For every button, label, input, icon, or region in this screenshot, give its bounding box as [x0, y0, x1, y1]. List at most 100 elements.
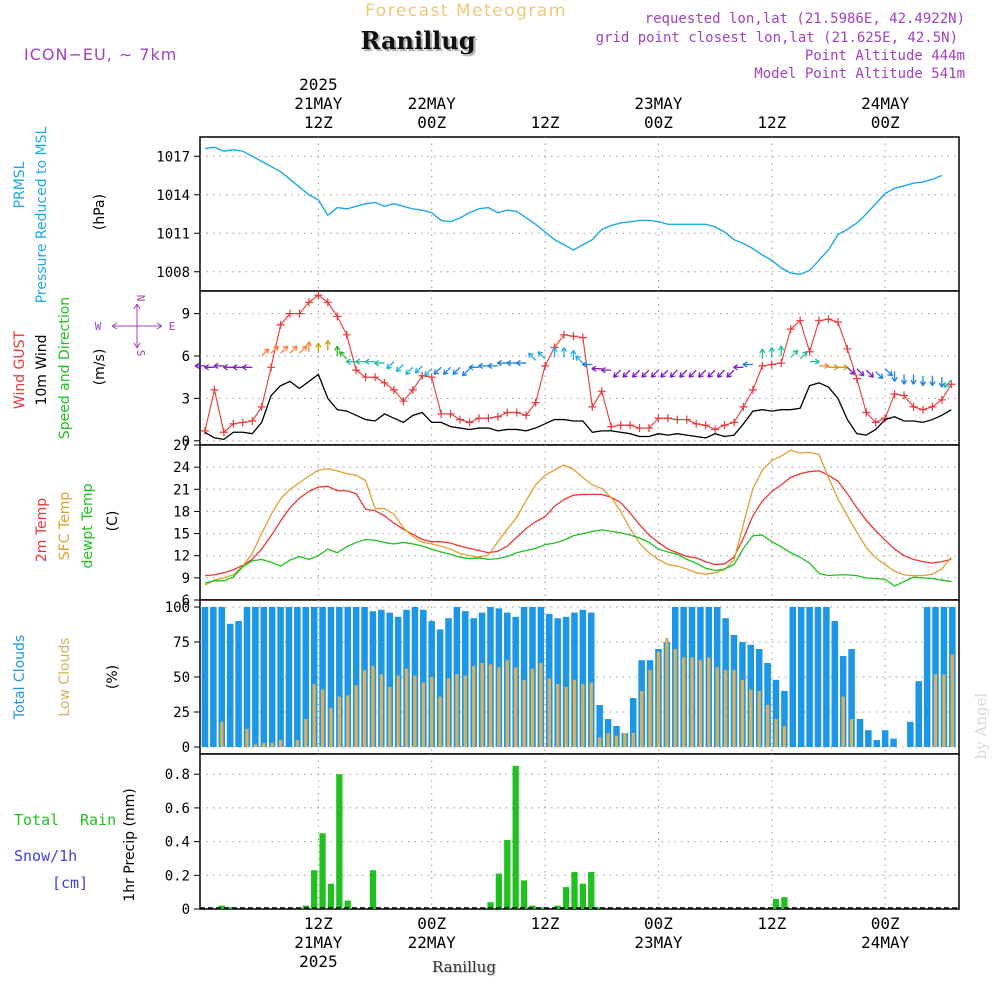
- wind-arrow-shape: [506, 359, 517, 367]
- gust-marker: [909, 402, 918, 411]
- y-tick-label: 0: [182, 740, 190, 756]
- wind-direction-arrow: [865, 369, 874, 378]
- temp-unit: (C): [105, 511, 121, 532]
- y-tick-label: 100: [165, 600, 190, 616]
- low-cloud-bar: [455, 674, 459, 747]
- wind-arrow-shape: [759, 348, 766, 359]
- wind-arrow-shape: [468, 364, 479, 371]
- wind-arrow-shape: [697, 369, 707, 378]
- y-tick-label: 21: [173, 482, 190, 498]
- wind-direction-arrow: [204, 364, 215, 371]
- wind-direction-arrow: [334, 345, 341, 356]
- time-tick-label: 12Z: [757, 113, 786, 132]
- wind-direction-arrow: [395, 364, 404, 373]
- wind-arrow-shape: [395, 364, 404, 373]
- y-tick-label: 9: [182, 307, 190, 323]
- gust-marker: [654, 414, 663, 423]
- info-requested: requested lon,lat (21.5986E, 42.4922N): [645, 11, 965, 27]
- gust-marker: [692, 419, 701, 428]
- gust-marker: [437, 409, 446, 418]
- wind-direction-arrow: [679, 369, 688, 378]
- wind-arrow-shape: [551, 347, 558, 358]
- low-cloud-bar: [547, 678, 551, 747]
- gust-marker: [352, 366, 361, 375]
- wind-arrow-shape: [261, 348, 270, 357]
- low-cloud-bar: [396, 675, 400, 747]
- wind-direction-arrow: [570, 349, 577, 361]
- gust-marker: [493, 412, 502, 421]
- wind-direction-arrow: [468, 364, 479, 371]
- panel-frame: [199, 136, 960, 292]
- wind-direction-arrow: [600, 366, 612, 374]
- gust-marker: [578, 333, 587, 342]
- gust-marker: [871, 418, 880, 427]
- pressure-line: [204, 146, 943, 276]
- low-cloud-bar: [950, 654, 954, 747]
- wind-arrow-shape: [386, 361, 395, 370]
- y-tick-label: 50: [173, 670, 190, 686]
- y-tick-label: 0.2: [165, 868, 190, 884]
- total-cloud-bar: [252, 607, 259, 747]
- wind-arrow-shape: [424, 368, 433, 377]
- footer-station-name: Ranillug: [432, 958, 496, 976]
- wind-direction-arrow: [452, 366, 461, 375]
- total-cloud-bar: [319, 607, 326, 747]
- gust-marker: [635, 424, 644, 433]
- compass-south: S: [134, 350, 147, 357]
- low-cloud-bar: [581, 684, 585, 747]
- wind-arrow-shape: [461, 368, 470, 377]
- low-cloud-bar: [732, 670, 736, 747]
- gust-marker: [304, 298, 313, 307]
- compass-west: W: [95, 320, 102, 333]
- low-cloud-bar: [774, 719, 778, 747]
- y-tick-label: 9: [182, 571, 190, 587]
- snow-unit-label: [cm]: [52, 874, 88, 892]
- info-model-altitude: Model Point Altitude 541m: [754, 66, 965, 82]
- gust-marker: [210, 385, 219, 394]
- total-cloud-bar: [772, 679, 780, 747]
- wind-direction-arrow: [324, 340, 331, 351]
- wind-direction-arrow: [280, 345, 289, 354]
- wind-direction-arrow: [726, 369, 735, 378]
- total-cloud-bar: [873, 740, 881, 747]
- low-cloud-bar: [463, 675, 467, 747]
- wind-arrow-shape: [241, 364, 253, 371]
- meteogram-kicker: Forecast Meteogram: [365, 1, 567, 21]
- y-tick-label: 3: [182, 391, 190, 407]
- gust-marker: [380, 378, 389, 387]
- gust-marker: [201, 426, 209, 435]
- panel-frame: [199, 753, 960, 910]
- rain-label: Rain: [80, 811, 116, 829]
- wind-direction-arrow: [496, 359, 508, 367]
- wind-direction-arrow: [828, 364, 839, 371]
- low-cloud-bar: [262, 742, 266, 747]
- gust-marker: [862, 408, 871, 417]
- gust-marker: [286, 309, 295, 318]
- pressure-label-line2: Pressure Reduced to MSL: [34, 126, 50, 303]
- clouds-unit: (%): [105, 665, 121, 689]
- rain-bar: [512, 765, 519, 909]
- wind-arrow-shape: [289, 345, 298, 354]
- wind-arrow-shape: [452, 366, 461, 375]
- gust-marker: [503, 408, 512, 417]
- gust-marker: [900, 391, 909, 400]
- wind-direction-arrow: [223, 364, 234, 371]
- wind-direction-arrow: [213, 362, 224, 370]
- low-cloud-bar: [421, 682, 425, 747]
- time-tick-label: 00Z: [644, 914, 673, 933]
- low-cloud-bar: [782, 726, 787, 747]
- gust-marker: [342, 330, 351, 339]
- station-title: Ranillug: [360, 26, 475, 55]
- low-cloud-bar: [598, 737, 602, 747]
- rain-bar: [495, 873, 503, 909]
- gust-marker: [229, 419, 238, 428]
- wind-arrow-shape: [433, 366, 442, 375]
- gust-marker: [663, 414, 672, 423]
- gust-marker: [389, 385, 398, 394]
- wind-arrow-shape: [232, 364, 243, 371]
- wind-arrow-shape: [819, 362, 830, 370]
- wind-direction-arrow: [697, 369, 707, 378]
- low-cloud-bar: [362, 670, 367, 747]
- gust-marker: [720, 421, 729, 430]
- wind-speed-dir-label: Speed and Direction: [57, 297, 73, 439]
